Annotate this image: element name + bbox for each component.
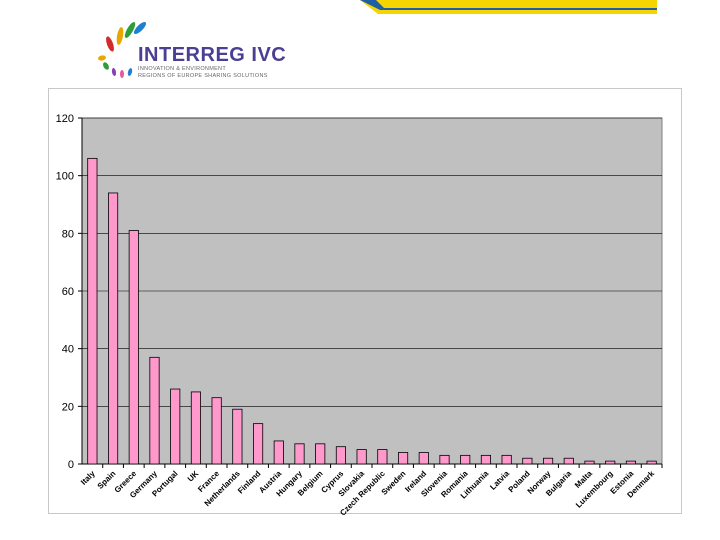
bar [108, 192, 119, 465]
bar [439, 454, 450, 465]
band-blue-stripe [360, 0, 657, 10]
band-yellow-stripe [360, 0, 657, 14]
bar [501, 454, 512, 465]
x-tick-label: Finland [236, 469, 263, 496]
y-tick-label: 100 [56, 171, 74, 183]
chart-frame: 0 20 40 60 80 100 120 Italy Spain Greece Germany Po… [48, 88, 682, 515]
logo-name: INTERREG IVC [138, 44, 287, 66]
bar [543, 457, 554, 465]
bar [294, 443, 305, 465]
y-tick-label: 40 [62, 344, 74, 356]
bar [418, 452, 429, 465]
bar [315, 443, 326, 465]
bar [128, 230, 139, 465]
bar [335, 446, 346, 465]
y-tick-label: 0 [68, 459, 74, 471]
bar [377, 449, 388, 465]
bar [584, 460, 595, 465]
bar [460, 454, 471, 465]
top-decorative-band [360, 0, 657, 14]
y-tick-label: 120 [56, 113, 74, 125]
bar [605, 460, 616, 465]
bar [563, 457, 574, 465]
bar [170, 388, 181, 465]
bar [398, 452, 409, 465]
interreg-logo: INTERREG IVC INNOVATION & ENVIRONMENT RE… [92, 14, 332, 84]
x-tick-label: UK [186, 469, 201, 484]
bar [232, 408, 243, 465]
bar-chart: 020406080100120ItalySpainGreeceGermanyPo… [56, 113, 663, 515]
bar [522, 457, 533, 465]
logo-tagline-1: INNOVATION & ENVIRONMENT [138, 66, 226, 72]
bar [356, 449, 367, 465]
y-tick-label: 60 [62, 286, 74, 298]
bar [87, 157, 98, 465]
logo-tagline-2: REGIONS OF EUROPE SHARING SOLUTIONS [138, 73, 268, 79]
bar [253, 423, 264, 465]
x-tick-label: Italy [79, 469, 97, 487]
bar [646, 460, 657, 465]
bar [480, 454, 491, 465]
logo-petals-icon [98, 21, 147, 78]
y-tick-label: 20 [62, 401, 74, 413]
y-tick-label: 80 [62, 228, 74, 240]
bar [625, 460, 636, 465]
bar [211, 397, 222, 465]
bar [149, 356, 160, 465]
bar [273, 440, 284, 465]
bar [190, 391, 201, 465]
